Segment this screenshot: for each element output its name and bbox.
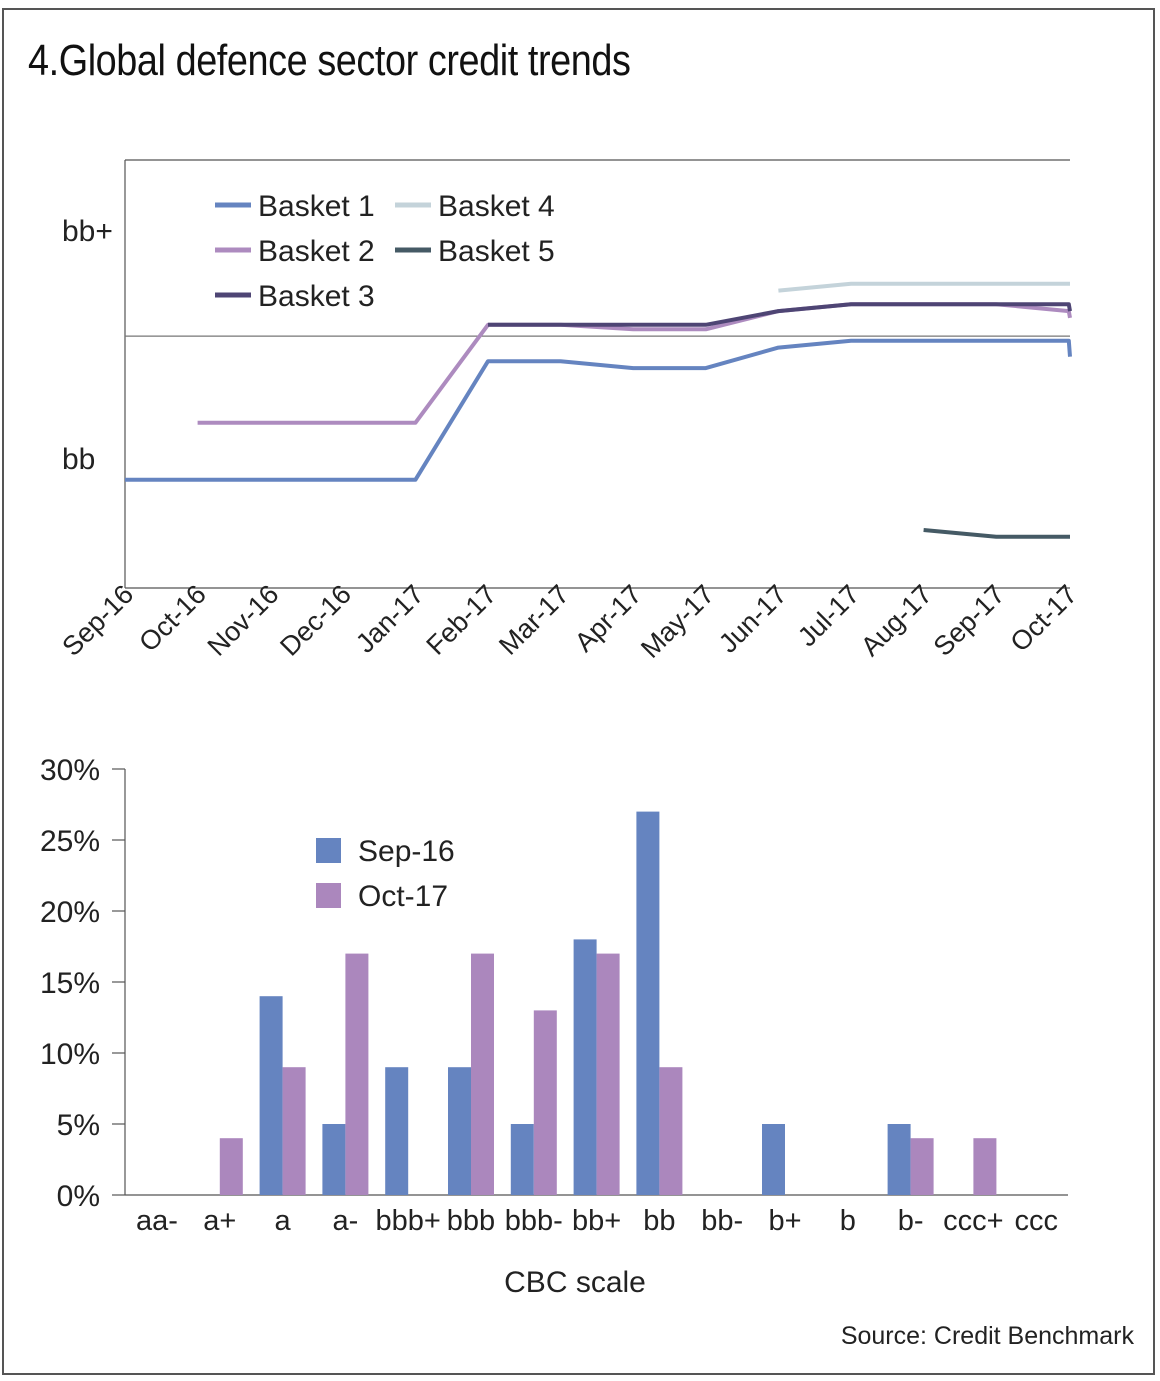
bar-sep-16-b-: [887, 1124, 911, 1195]
bar-oct-17-bbb-: [533, 1010, 557, 1195]
x-tick-label: b-: [898, 1205, 924, 1237]
x-tick-label: a-: [333, 1205, 359, 1237]
bar-sep-16-a: [259, 996, 283, 1195]
legend-label-oct-17: Oct-17: [358, 880, 448, 913]
chart-title: 4.Global defence sector credit trends: [28, 36, 631, 85]
bar-sep-16-a-: [322, 1124, 346, 1195]
bar-oct-17-bb+: [596, 953, 620, 1195]
x-tick-label: bbb-: [505, 1205, 563, 1237]
x-tick-label: bbb+: [376, 1205, 441, 1237]
line-chart: bb+bbSep-16Oct-16Nov-16Dec-16Jan-17Feb-1…: [56, 159, 1083, 664]
y-tick-label: bb+: [62, 215, 113, 248]
bar-sep-16-bb: [636, 811, 660, 1195]
bar-oct-17-a: [282, 1067, 306, 1195]
y-tick-label: 20%: [40, 896, 100, 929]
y-tick-label: 0%: [57, 1180, 100, 1213]
bar-sep-16-bbb-: [510, 1124, 534, 1195]
bar-sep-16-bbb: [448, 1067, 471, 1195]
legend-label-basket-1: Basket 1: [258, 190, 375, 223]
series-line-basket-4: [778, 281, 1071, 293]
series-line-basket-1: [125, 338, 1072, 482]
x-tick-label: bb: [643, 1205, 675, 1237]
legend-swatch-sep-16: [316, 838, 341, 863]
x-tick-label: b: [840, 1205, 856, 1237]
bar-oct-17-bb: [659, 1067, 683, 1195]
y-tick-label: 30%: [40, 754, 100, 787]
x-axis-title: CBC scale: [504, 1266, 646, 1299]
bar-sep-16-bb+: [573, 939, 597, 1195]
x-tick-label: a: [275, 1205, 292, 1237]
y-tick-label: 25%: [40, 825, 100, 858]
y-tick-label: 5%: [57, 1109, 100, 1142]
x-tick-label: ccc+: [943, 1205, 1003, 1237]
x-tick-label: bb+: [572, 1205, 621, 1237]
bar-oct-17-ccc+: [973, 1138, 997, 1195]
series-line-basket-3: [488, 302, 1072, 327]
legend-label-basket-3: Basket 3: [258, 280, 375, 313]
y-tick-label: 10%: [40, 1038, 100, 1071]
x-tick-label: aa-: [136, 1205, 178, 1237]
bar-oct-17-a-: [345, 953, 369, 1195]
series-line-basket-5: [923, 528, 1071, 539]
legend-label-sep-16: Sep-16: [358, 835, 455, 868]
y-tick-label: 15%: [40, 967, 100, 1000]
x-tick-label: a+: [203, 1205, 236, 1237]
x-tick-label: bb-: [701, 1205, 743, 1237]
bar-oct-17-b-: [910, 1138, 934, 1195]
bar-sep-16-bbb+: [385, 1067, 409, 1195]
x-tick-label: b+: [768, 1205, 801, 1237]
y-tick-label: bb: [62, 443, 95, 476]
x-tick-label: ccc: [1014, 1205, 1058, 1237]
legend-swatch-oct-17: [316, 883, 341, 908]
legend-label-basket-5: Basket 5: [438, 235, 555, 268]
bar-oct-17-bbb: [471, 953, 494, 1195]
legend-label-basket-2: Basket 2: [258, 235, 375, 268]
source-note: Source: Credit Benchmark: [840, 1322, 1134, 1350]
legend-label-basket-4: Basket 4: [438, 190, 555, 223]
bar-sep-16-b+: [762, 1124, 785, 1195]
x-tick-label: bbb: [447, 1205, 495, 1237]
bar-oct-17-a+: [219, 1138, 243, 1195]
